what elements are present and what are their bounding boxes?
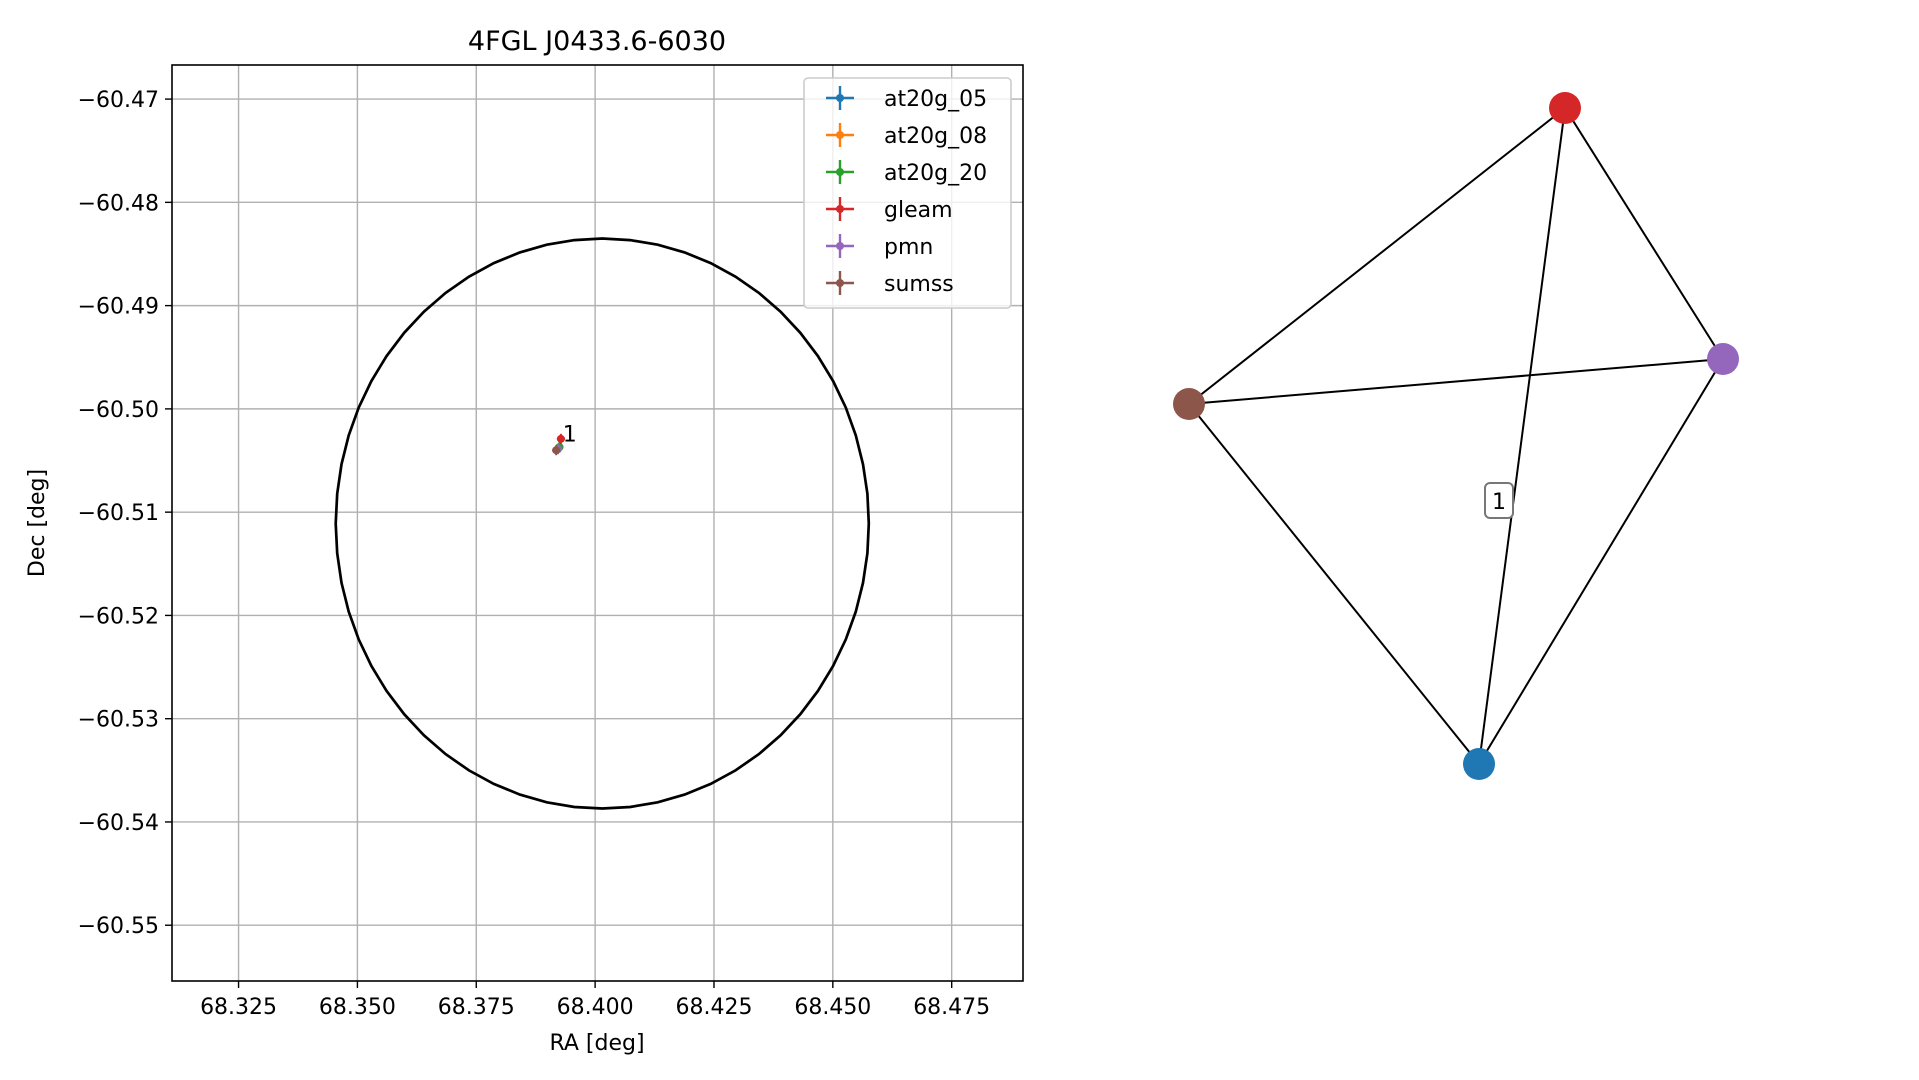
edge-gleam-at20g — [1478, 107, 1566, 765]
legend-item-at20g_20: at20g_20 — [826, 160, 987, 186]
y-tick-label: −60.52 — [78, 604, 159, 629]
network-panel: 1 — [1173, 92, 1739, 780]
node-pmn — [1707, 343, 1739, 375]
x-tick-label: 68.325 — [200, 995, 277, 1020]
chart-title: 4FGL J0433.6-6030 — [468, 26, 726, 57]
x-tick-label: 68.400 — [557, 995, 634, 1020]
legend-item-sumss: sumss — [826, 271, 954, 297]
edge-pmn-sumss — [1188, 358, 1724, 405]
x-tick-label: 68.450 — [794, 995, 871, 1020]
network-nodes — [1173, 92, 1739, 780]
y-axis-label: Dec [deg] — [25, 469, 50, 577]
legend-item-at20g_05: at20g_05 — [826, 86, 987, 112]
y-tick-label: −60.49 — [78, 295, 159, 320]
edge-gleam-pmn — [1564, 107, 1724, 360]
y-tick-label: −60.53 — [78, 708, 159, 733]
legend-label: pmn — [884, 235, 933, 260]
legend-item-gleam: gleam — [826, 197, 953, 223]
network-edges — [1188, 107, 1724, 765]
legend-label: at20g_05 — [884, 87, 987, 112]
node-gleam — [1549, 92, 1581, 124]
x-axis-label: RA [deg] — [549, 1031, 644, 1056]
data-points — [552, 433, 565, 456]
network-label-box: 1 — [1484, 482, 1514, 519]
edge-pmn-at20g — [1478, 358, 1724, 765]
cluster-annotation: 1 — [563, 423, 577, 448]
confidence-circle — [334, 237, 871, 810]
scatter-panel: 4FGL J0433.6-6030 68.325 68.350 68.375 68.4… — [25, 26, 1024, 1056]
y-tick-label: −60.55 — [78, 914, 159, 939]
legend-label: at20g_20 — [884, 161, 987, 186]
edge-sumss-at20g — [1188, 403, 1480, 765]
network-label: 1 — [1492, 490, 1506, 515]
x-tick-label: 68.375 — [438, 995, 515, 1020]
point-sumss — [552, 445, 561, 456]
legend-label: at20g_08 — [884, 124, 987, 149]
x-tick-label: 68.475 — [913, 995, 990, 1020]
y-tick-label: −60.51 — [78, 501, 159, 526]
legend-item-pmn: pmn — [826, 234, 933, 260]
x-tick-label: 68.425 — [675, 995, 752, 1020]
plot-frame — [171, 64, 1024, 982]
y-tick-label: −60.47 — [78, 88, 159, 113]
point-gleam — [556, 433, 565, 444]
y-tick-label: −60.54 — [78, 811, 159, 836]
legend-frame — [803, 77, 1012, 309]
x-axis-ticks: 68.325 68.350 68.375 68.400 68.425 68.450 68.4… — [200, 981, 990, 1020]
node-at20g — [1463, 748, 1495, 780]
edge-gleam-sumss — [1188, 107, 1566, 405]
legend-label: gleam — [884, 198, 953, 223]
node-sumss — [1173, 388, 1205, 420]
y-tick-label: −60.50 — [78, 398, 159, 423]
y-axis-ticks: −60.47 −60.48 −60.49 −60.50 −60.51 −60.52 −60.… — [78, 88, 172, 939]
y-tick-label: −60.48 — [78, 191, 159, 216]
x-tick-label: 68.350 — [319, 995, 396, 1020]
legend-label: sumss — [884, 272, 954, 297]
legend-item-at20g_08: at20g_08 — [826, 123, 987, 149]
